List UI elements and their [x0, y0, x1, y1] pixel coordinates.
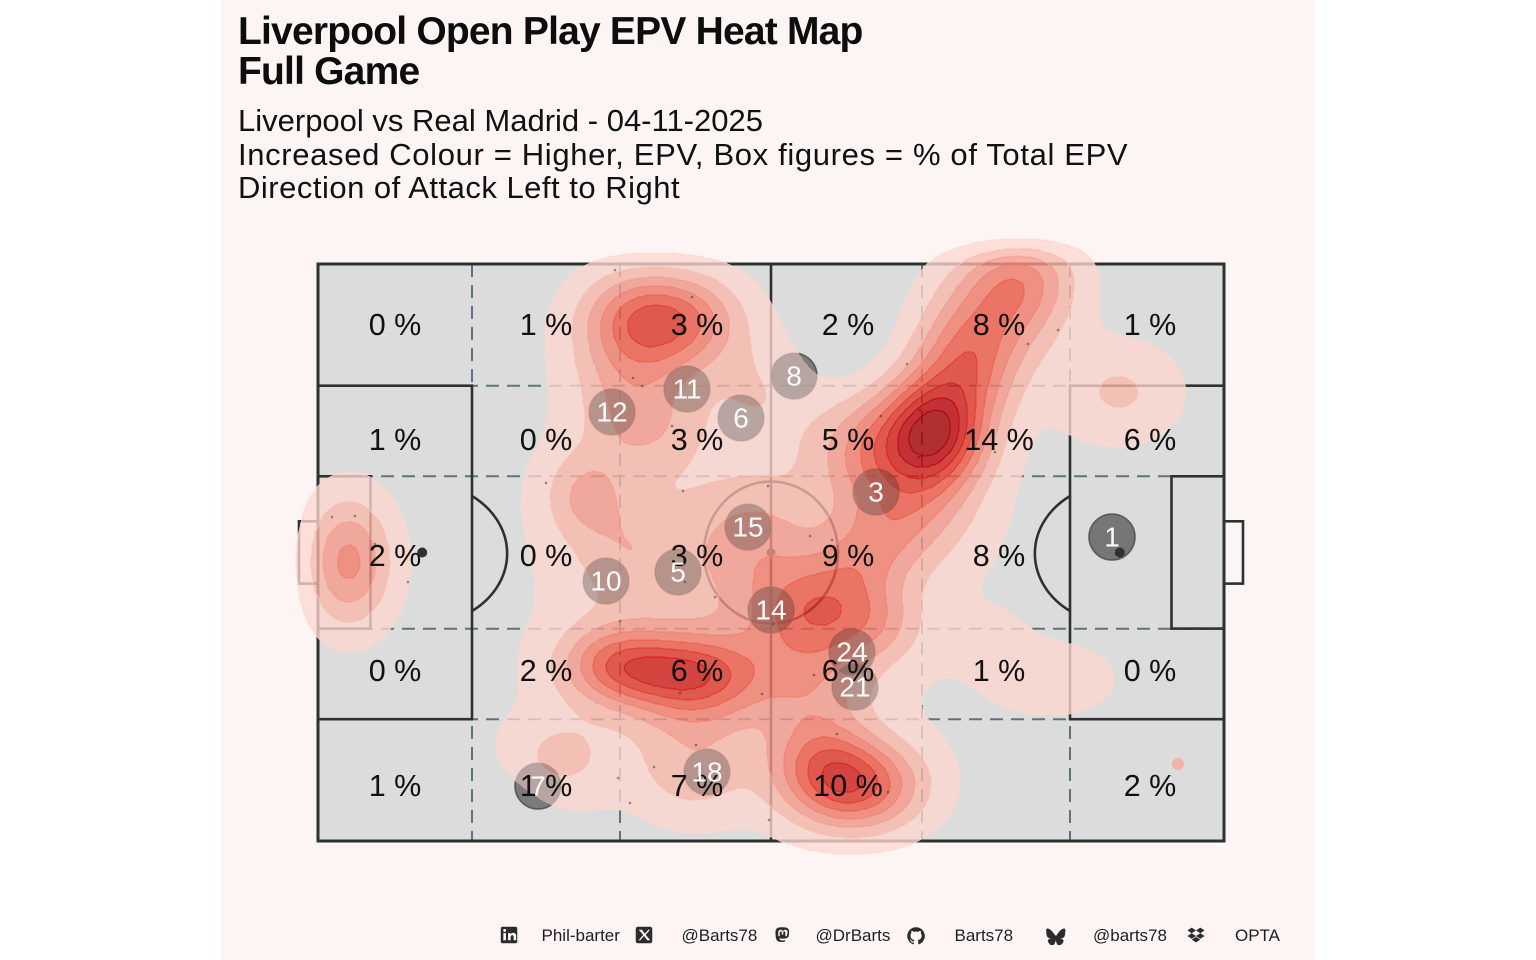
svg-text:15: 15: [732, 512, 763, 543]
svg-text:10: 10: [590, 566, 621, 597]
svg-text:8: 8: [786, 361, 802, 392]
svg-text:0 %: 0 %: [520, 423, 573, 457]
svg-text:0 %: 0 %: [369, 308, 422, 342]
svg-text:8 %: 8 %: [973, 308, 1026, 342]
svg-text:1: 1: [1104, 522, 1120, 553]
svg-text:2 %: 2 %: [1124, 769, 1177, 803]
svg-text:0 %: 0 %: [1124, 654, 1177, 688]
svg-text:1 %: 1 %: [1124, 308, 1177, 342]
svg-text:1 %: 1 %: [369, 769, 422, 803]
svg-text:0 %: 0 %: [369, 654, 422, 688]
svg-text:14: 14: [755, 595, 786, 626]
svg-text:2 %: 2 %: [822, 308, 875, 342]
svg-text:1 %: 1 %: [973, 654, 1026, 688]
svg-text:7 %: 7 %: [671, 769, 724, 803]
svg-text:8 %: 8 %: [973, 539, 1026, 573]
svg-text:5: 5: [670, 557, 686, 588]
svg-text:12: 12: [596, 397, 627, 428]
svg-text:18: 18: [691, 757, 722, 788]
svg-text:6 %: 6 %: [1124, 423, 1177, 457]
svg-text:3: 3: [868, 477, 884, 508]
svg-text:21: 21: [839, 672, 870, 703]
svg-text:1 %: 1 %: [520, 308, 573, 342]
svg-text:3 %: 3 %: [671, 308, 724, 342]
svg-text:5 %: 5 %: [822, 423, 875, 457]
svg-text:2 %: 2 %: [369, 539, 422, 573]
svg-text:3 %: 3 %: [671, 423, 724, 457]
svg-text:6: 6: [733, 403, 749, 434]
svg-text:3 %: 3 %: [671, 539, 724, 573]
svg-text:14 %: 14 %: [964, 423, 1034, 457]
svg-text:9 %: 9 %: [822, 539, 875, 573]
svg-text:7: 7: [530, 771, 546, 802]
svg-text:1 %: 1 %: [520, 769, 573, 803]
svg-text:0 %: 0 %: [520, 539, 573, 573]
svg-text:2 %: 2 %: [520, 654, 573, 688]
svg-text:1 %: 1 %: [369, 423, 422, 457]
svg-text:6 %: 6 %: [822, 654, 875, 688]
svg-text:11: 11: [672, 374, 701, 405]
svg-text:6 %: 6 %: [671, 654, 724, 688]
svg-text:10 %: 10 %: [813, 769, 883, 803]
svg-text:24: 24: [836, 637, 867, 668]
